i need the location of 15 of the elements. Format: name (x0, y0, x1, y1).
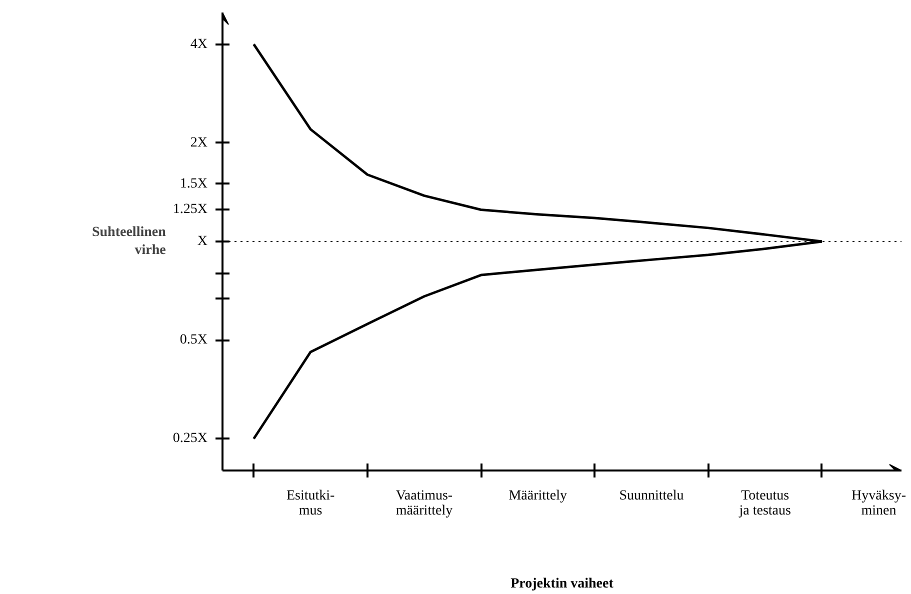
x-tick-label: Suunnittelu (619, 488, 684, 504)
y-tick-label: 0.5X (180, 332, 208, 348)
y-tick-label: 4X (190, 36, 208, 52)
y-tick-label: X (197, 234, 208, 249)
y-tick-label: 1.5X (180, 176, 208, 192)
x-tick-label: Määrittely (508, 488, 568, 504)
y-tick-label: 1.25X (172, 202, 208, 218)
y-tick-label: 0.25X (172, 431, 208, 446)
y-tick-label: 2X (190, 135, 208, 150)
x-axis-title: Projektin vaiheet (510, 576, 614, 592)
x-tick-label: Hyväksy- minen (852, 488, 906, 518)
x-tick-label: Toteutus ja testaus (738, 488, 791, 518)
y-axis-title: Suhteellinen virhe (92, 225, 166, 258)
x-tick-label: Vaatimus- määrittely (396, 488, 453, 518)
x-tick-label: Esitutki- mus (286, 488, 336, 518)
